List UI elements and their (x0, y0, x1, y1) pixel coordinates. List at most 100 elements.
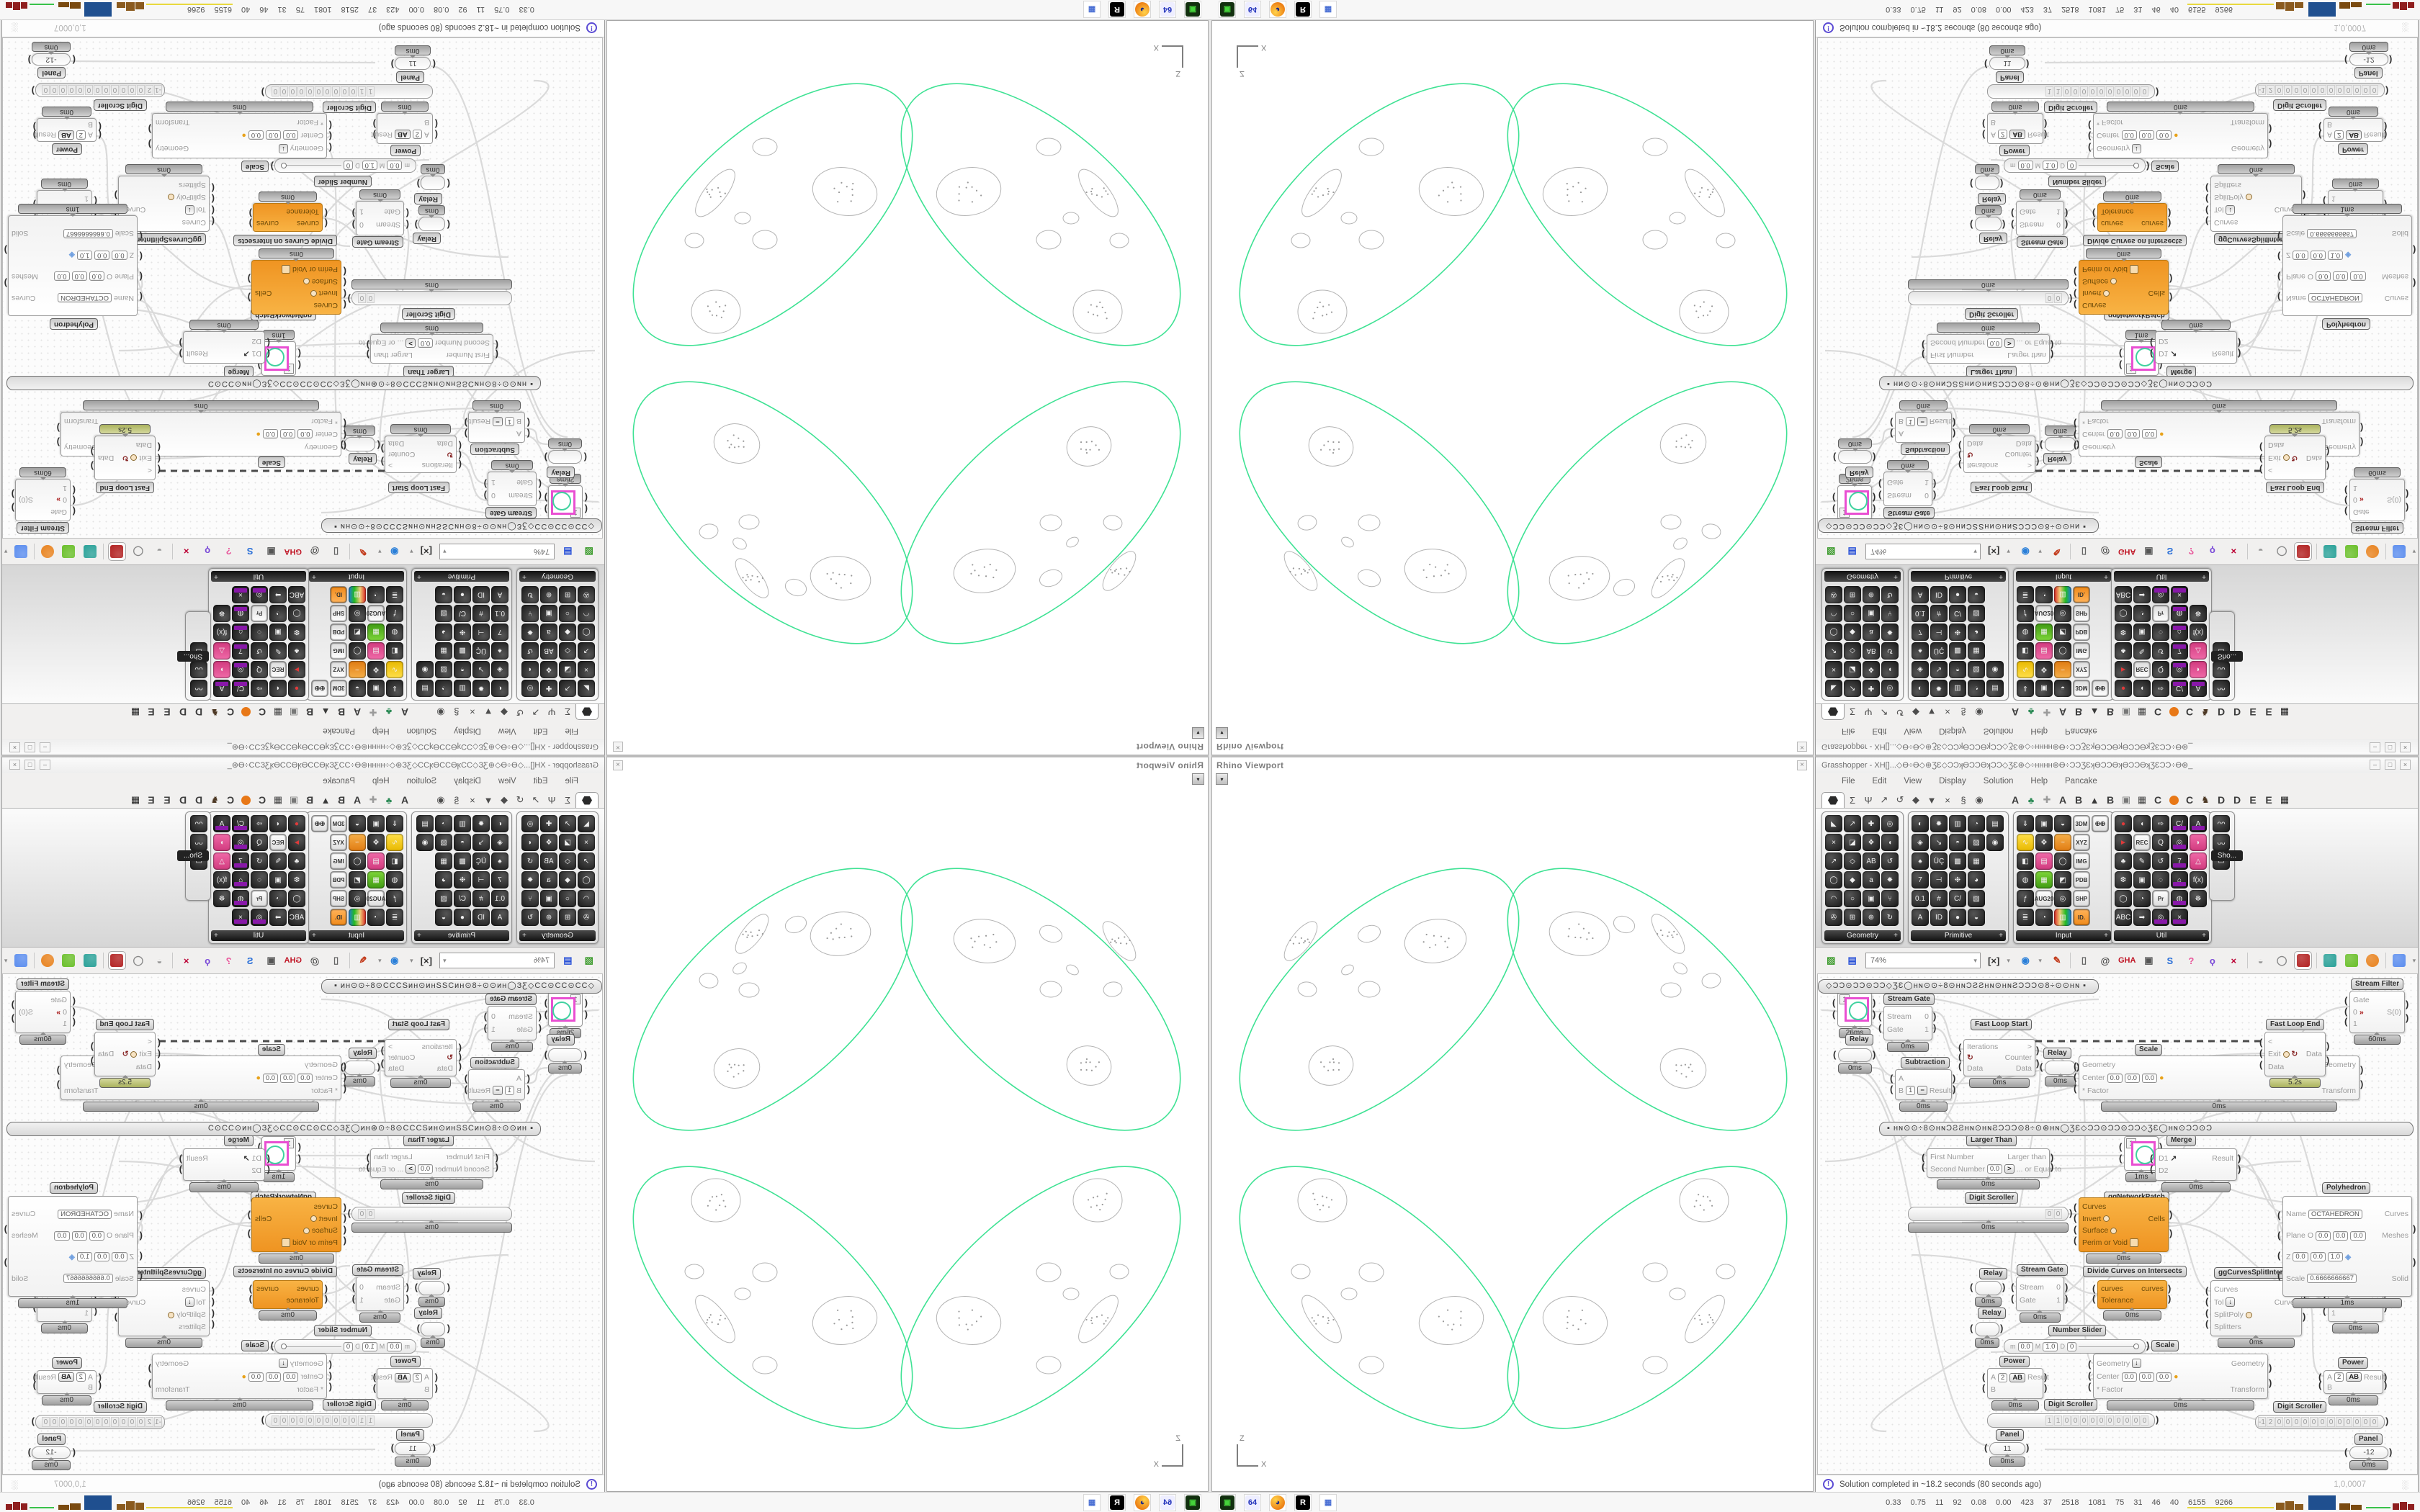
input-jack[interactable]: ( (1970, 1323, 1973, 1333)
eye-toolbar-icon[interactable]: ◉ (2021, 546, 2030, 557)
output-jack[interactable]: ) (366, 339, 369, 351)
component-icon[interactable]: ◔ (367, 909, 385, 926)
input-jack[interactable]: ( (2074, 1212, 2077, 1224)
component-icon[interactable]: ▦ (367, 871, 385, 888)
input-jack[interactable]: ( (1922, 1151, 1925, 1163)
operator-button[interactable]: AB (2009, 130, 2026, 140)
component-icon[interactable]: ◎ (2152, 909, 2169, 926)
digit-cell[interactable]: 0 (76, 85, 84, 95)
category-tab[interactable]: ◆ (1908, 792, 1924, 808)
menu-item-solution[interactable]: Solution (1983, 777, 2014, 786)
component-icon[interactable]: ƒ (386, 890, 403, 907)
component-icon[interactable]: ✎ (2133, 642, 2151, 660)
component-icon[interactable]: ◆ (559, 871, 576, 888)
input-jack[interactable]: ( (1833, 452, 1837, 464)
component-icon[interactable]: SHP (330, 605, 347, 622)
component-icon[interactable]: ◕ (1968, 624, 1985, 641)
output-jack[interactable]: ) (544, 1009, 547, 1020)
menu-item-display[interactable]: Display (1939, 777, 1966, 786)
value-box[interactable]: 0.0 (2316, 1230, 2331, 1241)
category-tab[interactable]: D (2229, 704, 2245, 720)
component-icon[interactable]: AUG20 (367, 890, 385, 907)
component-icon[interactable]: ⴲⴲ (311, 815, 328, 832)
output-jack[interactable]: ) (372, 119, 376, 130)
category-tab[interactable]: Σ (560, 792, 575, 808)
value-box[interactable]: 1.0 (76, 250, 93, 260)
component-icon[interactable]: 7 (2171, 852, 2188, 870)
component-icon[interactable]: ◎ (2054, 890, 2071, 907)
component-node[interactable]: Stream 0 Gate 1 (488, 472, 537, 506)
output-jack[interactable]: ) (390, 59, 394, 70)
input-jack[interactable]: ( (2074, 1071, 2077, 1082)
component-icon[interactable]: ↗ (1825, 642, 1842, 660)
digit-scroller-node[interactable]: -1 2 0 0 0 0 0 0 0 0 0 0 0 0 (2255, 1415, 2385, 1429)
input-jack[interactable]: ( (1958, 1051, 1962, 1062)
input-jack[interactable]: ( (2259, 442, 2263, 454)
component-icon[interactable]: ◈ (491, 661, 508, 678)
category-tab[interactable]: E (2245, 704, 2261, 720)
output-jack[interactable]: ) (90, 461, 94, 472)
digit-cell[interactable]: 0 (367, 1209, 375, 1219)
output-jack[interactable]: ) (2389, 55, 2393, 66)
component-icon[interactable]: 3DM (2073, 680, 2090, 697)
category-tab[interactable]: C (254, 792, 270, 808)
component-icon[interactable]: ◎ (2171, 661, 2188, 678)
menu-item-pancake[interactable]: Pancake (2065, 777, 2097, 786)
component-icon[interactable]: ♣ (2115, 642, 2132, 660)
output-jack[interactable]: ) (2238, 1164, 2241, 1174)
component-icon[interactable]: ◯ (349, 642, 366, 660)
digit-cell[interactable]: 0 (332, 1416, 340, 1426)
input-jack[interactable]: ( (324, 217, 328, 229)
category-tab[interactable]: B (333, 704, 349, 720)
component-icon[interactable]: ◗ (2190, 834, 2207, 851)
output-jack[interactable]: ) (1873, 1048, 1876, 1060)
input-jack[interactable]: ( (1958, 459, 1962, 470)
scissors-toolbar-icon[interactable]: × (2231, 955, 2237, 966)
component-icon[interactable]: ☸ (2190, 605, 2207, 622)
component-icon[interactable]: ◕ (435, 624, 452, 641)
component-icon[interactable]: ◎ (2054, 605, 2071, 622)
component-icon[interactable]: ~ (2054, 834, 2071, 851)
download-button[interactable]: ↓ (279, 143, 288, 153)
output-jack[interactable]: ) (2051, 339, 2054, 351)
input-jack[interactable]: ( (458, 450, 462, 461)
component-icon[interactable]: △ (213, 642, 230, 660)
component-icon[interactable]: × (1825, 661, 1842, 678)
digit-cell[interactable]: 0 (2284, 85, 2292, 95)
category-tab[interactable]: ✚ (2039, 792, 2055, 808)
category-tab[interactable]: ▦ (2134, 704, 2150, 720)
output-jack[interactable]: ) (27, 55, 31, 66)
input-jack[interactable]: ( (1958, 450, 1962, 461)
cyl-toolbar-icon[interactable] (2294, 951, 2312, 970)
input-jack[interactable]: ( (1970, 179, 1973, 189)
component-icon[interactable]: REC (2133, 834, 2151, 851)
input-jack[interactable]: ( (2205, 1318, 2209, 1330)
input-jack[interactable]: ( (2344, 485, 2348, 496)
category-tab[interactable]: ✚ (365, 704, 381, 720)
output-jack[interactable]: ) (1873, 1009, 1876, 1020)
value-box[interactable]: 0.0 (54, 1230, 70, 1241)
menu-item-file[interactable]: File (1842, 726, 1855, 735)
component-icon[interactable]: XYZ (330, 661, 347, 678)
digit-cell[interactable]: 0 (85, 85, 93, 95)
component-icon[interactable]: ◯ (288, 890, 305, 907)
component-icon[interactable]: ◎ (1881, 680, 1899, 697)
category-tab[interactable]: E (143, 704, 159, 720)
output-jack[interactable]: ) (464, 1073, 467, 1084)
component-icon[interactable]: ◔ (269, 890, 287, 907)
component-icon[interactable]: ⇨ (251, 680, 268, 697)
bucket-toolbar-icon[interactable]: ◒ (156, 546, 163, 557)
output-jack[interactable]: ) (2413, 244, 2416, 256)
digit-cell[interactable]: 0 (2318, 1417, 2326, 1427)
menu-item-edit[interactable]: Edit (533, 726, 548, 735)
component-icon[interactable]: ◔ (269, 605, 287, 622)
digit-cell[interactable]: 0 (341, 86, 349, 96)
output-jack[interactable]: ) (2002, 220, 2006, 230)
cyl-toolbar-icon[interactable] (2343, 952, 2359, 969)
input-jack[interactable]: ( (538, 1011, 542, 1022)
output-jack[interactable]: ) (464, 1083, 467, 1094)
component-icon[interactable]: C/ (2171, 680, 2188, 697)
pinkbox-toolbar-icon[interactable]: ? (2188, 955, 2195, 966)
component-icon[interactable]: ◓ (454, 661, 471, 678)
